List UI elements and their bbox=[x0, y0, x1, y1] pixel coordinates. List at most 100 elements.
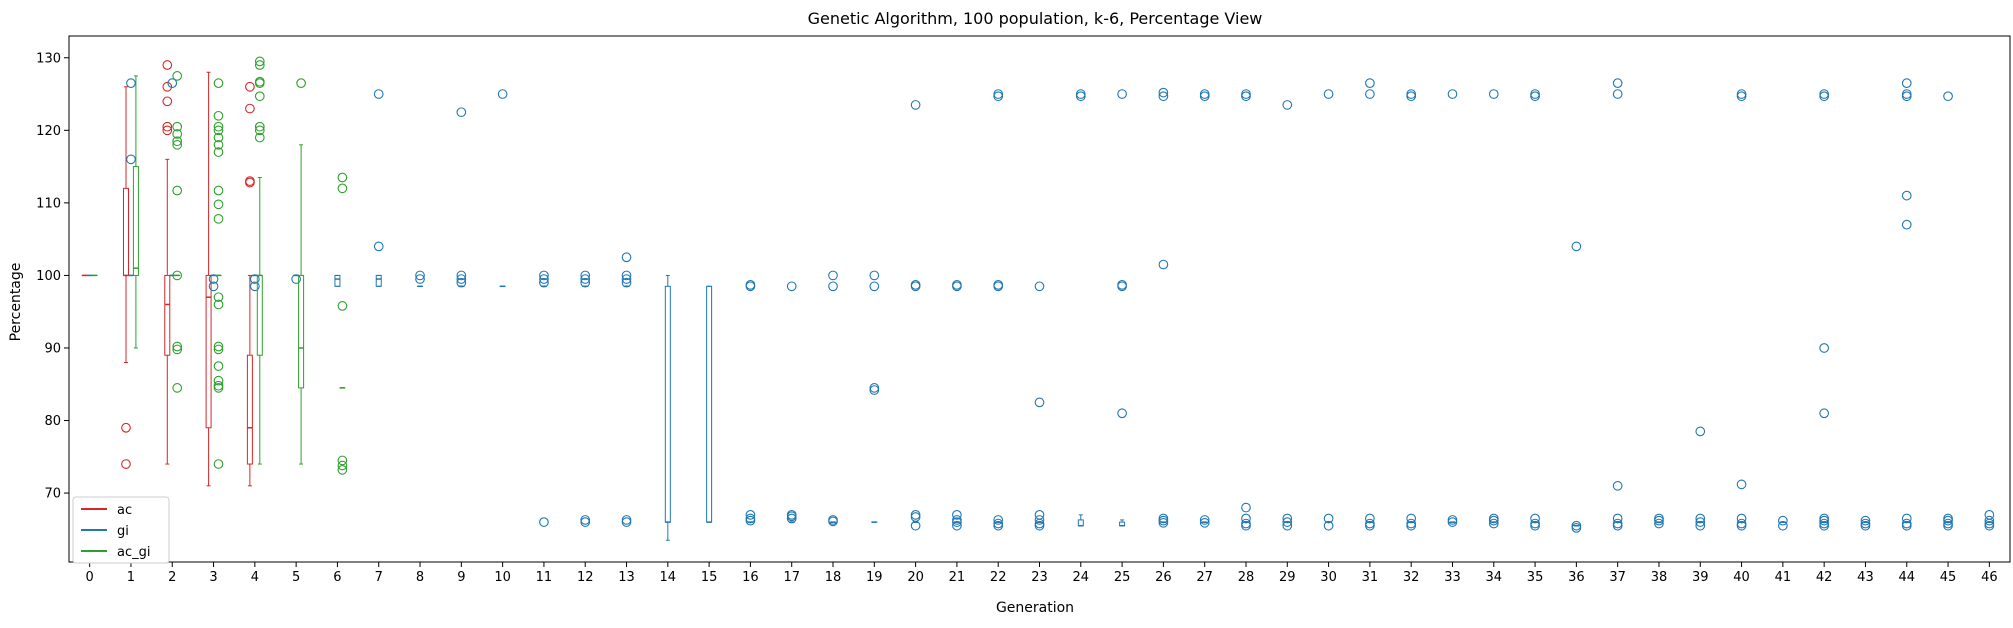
outlier-point bbox=[540, 518, 549, 527]
box-iqr bbox=[335, 275, 340, 286]
outlier-point bbox=[1902, 79, 1911, 88]
outlier-point bbox=[911, 513, 920, 522]
x-tick-label: 19 bbox=[866, 570, 883, 585]
box-gi-gen-29 bbox=[1283, 101, 1292, 530]
box-gi-gen-42 bbox=[1820, 90, 1829, 530]
outlier-point bbox=[1737, 90, 1746, 99]
box-gi-gen-1 bbox=[127, 79, 136, 276]
outlier-point bbox=[374, 90, 383, 99]
outlier-point bbox=[1324, 90, 1333, 99]
x-tick-label: 34 bbox=[1486, 570, 1503, 585]
outlier-point bbox=[622, 516, 631, 525]
box-ac_gi-gen-2 bbox=[173, 72, 182, 393]
x-tick-label: 2 bbox=[168, 570, 176, 585]
y-axis-label: Percentage bbox=[8, 263, 24, 342]
outlier-point bbox=[255, 92, 264, 101]
box-gi-gen-13 bbox=[622, 253, 631, 526]
x-tick-label: 35 bbox=[1527, 570, 1544, 585]
x-tick-label: 37 bbox=[1609, 570, 1626, 585]
x-tick-label: 38 bbox=[1651, 570, 1668, 585]
box-gi-gen-16 bbox=[746, 281, 755, 525]
outlier-point bbox=[214, 186, 223, 195]
x-tick-label: 7 bbox=[375, 570, 383, 585]
outlier-point bbox=[1902, 191, 1911, 200]
x-tick-label: 45 bbox=[1940, 570, 1957, 585]
box-gi-gen-32 bbox=[1407, 90, 1416, 530]
box-gi-gen-12 bbox=[581, 271, 590, 526]
x-tick-label: 13 bbox=[618, 570, 635, 585]
outlier-point bbox=[1613, 519, 1622, 528]
box-ac-gen-4 bbox=[246, 82, 255, 485]
outlier-point bbox=[1035, 511, 1044, 520]
outlier-point bbox=[338, 184, 347, 193]
box-gi-gen-11 bbox=[540, 271, 549, 526]
box-iqr bbox=[376, 275, 381, 286]
outlier-point bbox=[214, 460, 223, 469]
x-axis-label: Generation bbox=[996, 600, 1074, 616]
outlier-point bbox=[246, 82, 255, 91]
box-iqr bbox=[299, 275, 304, 387]
box-gi-gen-21 bbox=[953, 281, 962, 530]
box-gi-gen-4 bbox=[251, 275, 260, 291]
outlier-point bbox=[746, 516, 755, 525]
outlier-point bbox=[214, 362, 223, 371]
box-gi-gen-31 bbox=[1366, 79, 1375, 530]
outlier-point bbox=[214, 200, 223, 209]
data-layer bbox=[82, 57, 1993, 540]
box-gi-gen-33 bbox=[1448, 90, 1457, 527]
x-tick-label: 10 bbox=[494, 570, 511, 585]
x-tick-label: 22 bbox=[990, 570, 1007, 585]
outlier-point bbox=[163, 97, 172, 106]
x-tick-label: 41 bbox=[1775, 570, 1792, 585]
outlier-point bbox=[870, 384, 879, 393]
outlier-point bbox=[1613, 79, 1622, 88]
outlier-point bbox=[622, 253, 631, 262]
box-iqr bbox=[133, 167, 138, 276]
outlier-point bbox=[1159, 260, 1168, 269]
outlier-point bbox=[1159, 516, 1168, 525]
outlier-point bbox=[127, 79, 136, 88]
box-ac_gi-gen-1 bbox=[133, 76, 138, 348]
x-tick-label: 16 bbox=[742, 570, 759, 585]
box-gi-gen-24 bbox=[1076, 90, 1085, 526]
x-tick-label: 21 bbox=[949, 570, 966, 585]
y-tick-label: 90 bbox=[44, 341, 61, 356]
box-ac_gi-gen-5 bbox=[297, 79, 306, 464]
box-gi-gen-14 bbox=[665, 275, 670, 540]
legend-label-ac-gi: ac_gi bbox=[117, 545, 150, 560]
outlier-point bbox=[1613, 90, 1622, 99]
y-tick-label: 80 bbox=[44, 414, 61, 429]
outlier-point bbox=[1366, 79, 1375, 88]
outlier-point bbox=[911, 101, 920, 110]
box-gi-gen-46 bbox=[1985, 511, 1994, 530]
box-gi-gen-28 bbox=[1242, 90, 1251, 530]
box-gi-gen-27 bbox=[1200, 90, 1209, 527]
outlier-point bbox=[1572, 524, 1581, 533]
outlier-point bbox=[1242, 90, 1251, 99]
box-gi-gen-35 bbox=[1531, 90, 1540, 530]
outlier-point bbox=[870, 271, 879, 280]
plot-frame bbox=[69, 36, 2010, 562]
box-gi-gen-26 bbox=[1159, 88, 1168, 527]
x-tick-label: 18 bbox=[825, 570, 842, 585]
x-tick-label: 36 bbox=[1568, 570, 1585, 585]
x-tick-label: 29 bbox=[1279, 570, 1296, 585]
x-tick-label: 4 bbox=[251, 570, 259, 585]
box-iqr bbox=[206, 275, 211, 427]
outlier-point bbox=[1613, 482, 1622, 491]
outlier-point bbox=[1076, 92, 1085, 101]
box-gi-gen-23 bbox=[1035, 282, 1044, 530]
x-tick-label: 23 bbox=[1031, 570, 1048, 585]
box-iqr bbox=[123, 188, 128, 275]
box-gi-gen-5 bbox=[292, 275, 301, 284]
box-iqr bbox=[247, 355, 252, 464]
chart-title: Genetic Algorithm, 100 population, k-6, … bbox=[808, 9, 1263, 28]
x-tick-label: 27 bbox=[1196, 570, 1213, 585]
x-tick-label: 8 bbox=[416, 570, 424, 585]
outlier-point bbox=[214, 381, 223, 390]
box-gi-gen-37 bbox=[1613, 79, 1622, 530]
x-tick-label: 6 bbox=[333, 570, 341, 585]
outlier-point bbox=[173, 72, 182, 81]
box-gi-gen-25 bbox=[1118, 90, 1127, 526]
legend-label-gi: gi bbox=[117, 524, 129, 539]
